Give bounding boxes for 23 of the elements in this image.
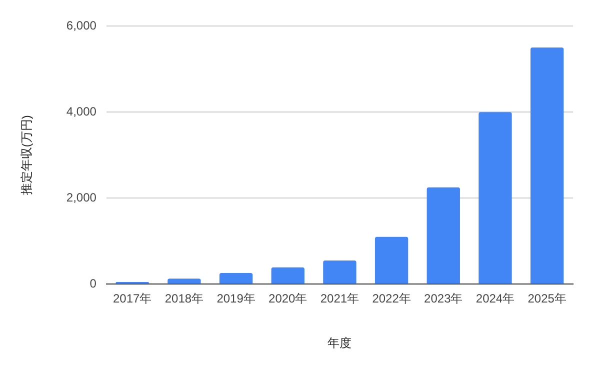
bar — [219, 273, 253, 284]
bar — [323, 260, 356, 284]
x-tick-label: 2020年 — [268, 292, 308, 306]
bar — [271, 267, 304, 284]
x-tick-label: 2025年 — [528, 292, 566, 306]
x-axis-title: 年度 — [328, 336, 352, 350]
y-axis-title: 推定年収(万円) — [20, 115, 34, 196]
x-tick-label: 2017年 — [113, 292, 152, 306]
bar — [426, 187, 460, 284]
x-tick-label: 2024年 — [476, 292, 515, 306]
bar — [478, 112, 512, 284]
bar — [374, 236, 408, 284]
x-tick-label: 2021年 — [320, 292, 360, 306]
y-tick-label: 0 — [90, 276, 97, 291]
bar — [168, 278, 201, 284]
y-tick-label: 2,000 — [66, 190, 97, 204]
x-tick-label: 2019年 — [216, 292, 256, 306]
bar — [530, 48, 564, 284]
x-tick-label: 2023年 — [424, 292, 463, 306]
x-tick-label: 2022年 — [372, 292, 411, 306]
x-tick-label: 2018年 — [164, 292, 204, 306]
y-tick-label: 6,000 — [66, 18, 97, 32]
y-tick-label: 4,000 — [66, 104, 97, 118]
